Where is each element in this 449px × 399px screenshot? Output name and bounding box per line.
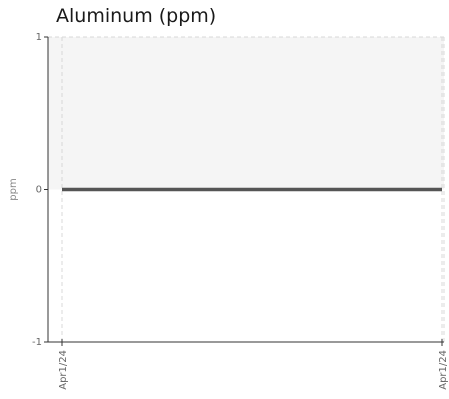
- plot-shaded-band: [48, 37, 444, 190]
- y-tick-label: 0: [36, 185, 42, 196]
- y-tick-group: 1 0 -1: [32, 32, 48, 348]
- x-tick-label: Apr1/24: [438, 350, 449, 390]
- grid-lines: [48, 36, 445, 342]
- x-tick-label: Apr1/24: [58, 350, 69, 390]
- y-axis-label: ppm: [8, 178, 19, 200]
- chart-title: Aluminum (ppm): [56, 5, 217, 27]
- y-tick-label: 1: [36, 32, 42, 43]
- x-tick-group: Apr1/24 Apr1/24: [58, 339, 449, 390]
- y-tick-label: -1: [32, 337, 42, 348]
